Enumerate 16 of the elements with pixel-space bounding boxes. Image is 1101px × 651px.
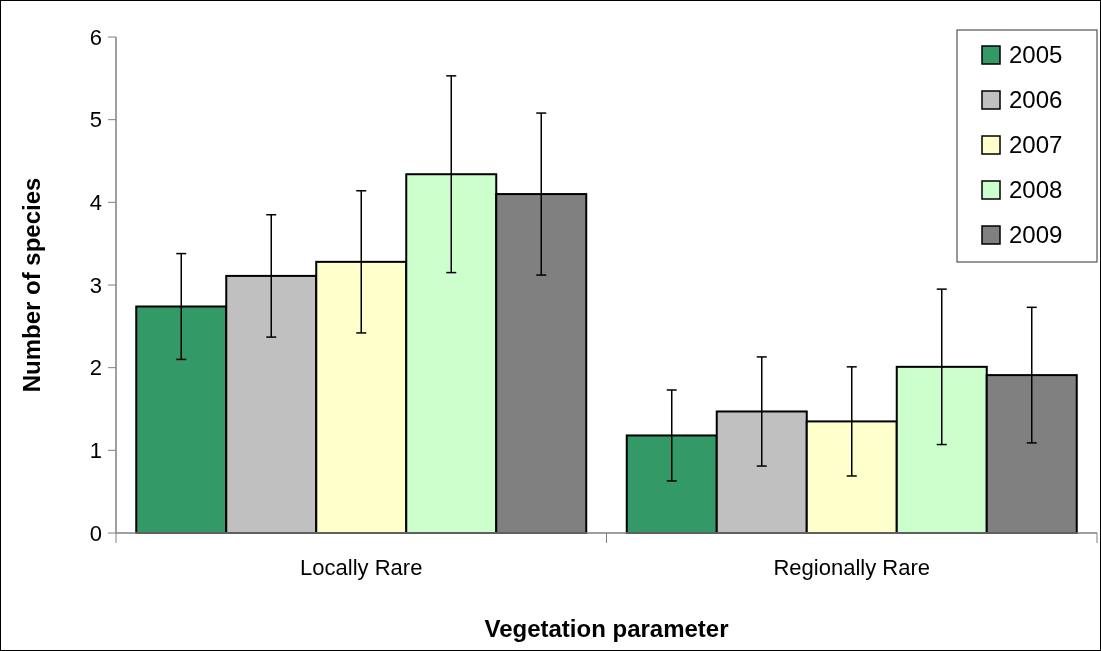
legend-label: 2007 — [1009, 131, 1063, 159]
y-tick-label: 6 — [89, 24, 102, 50]
legend-label: 2005 — [1009, 41, 1063, 69]
y-tick-label: 4 — [89, 190, 102, 216]
y-tick-label: 1 — [89, 438, 102, 464]
y-tick-label: 5 — [89, 107, 102, 133]
y-axis-title: Number of species — [18, 177, 45, 393]
x-tick-label: Locally Rare — [300, 555, 423, 580]
x-axis-title: Vegetation parameter — [484, 615, 729, 642]
x-tick-label: Regionally Rare — [773, 555, 931, 580]
legend-label: 2008 — [1009, 176, 1063, 204]
legend-label: 2009 — [1009, 221, 1063, 249]
y-tick-label: 2 — [89, 355, 102, 381]
legend-label: 2006 — [1009, 86, 1063, 114]
y-tick-label: 3 — [89, 272, 102, 298]
y-tick-label: 0 — [89, 520, 102, 546]
